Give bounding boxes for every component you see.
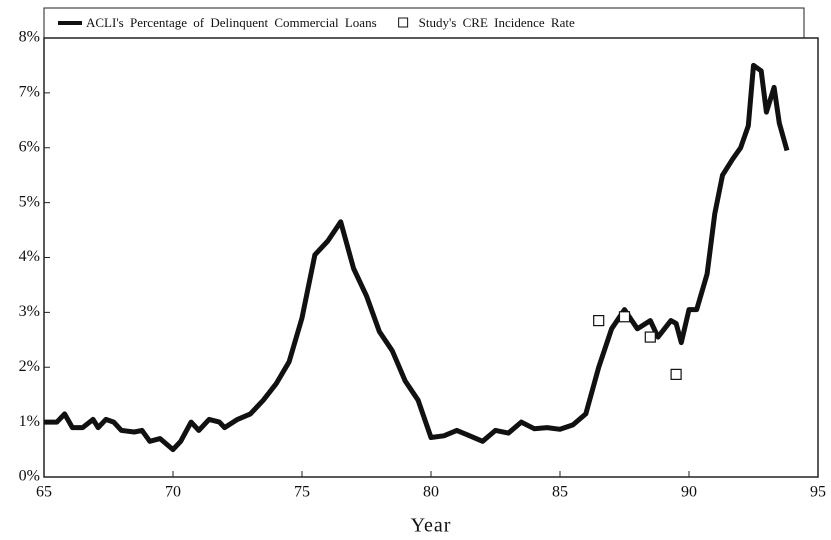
x-tick-label: 65 [36, 484, 52, 501]
data-point [618, 311, 631, 323]
x-tick-label: 70 [165, 484, 181, 501]
y-tick-label: 0% [19, 468, 40, 485]
data-point [644, 331, 656, 343]
legend-swatch [398, 17, 409, 28]
x-tick-label: 85 [552, 484, 568, 501]
plot-frame [43, 37, 819, 478]
x-tick-label: 95 [810, 484, 826, 501]
y-tick-label: 2% [19, 358, 40, 375]
data-point [593, 315, 605, 327]
legend-label: Study's CRE Incidence Rate [419, 15, 575, 30]
x-tick-label: 75 [294, 484, 310, 501]
y-tick-label: 3% [19, 303, 40, 320]
y-tick-label: 1% [19, 413, 40, 430]
y-tick-label: 8% [19, 29, 40, 46]
legend-label: ACLI's Percentage of Delinquent Commerci… [86, 15, 377, 30]
x-tick-label: 80 [423, 484, 439, 501]
y-tick-label: 4% [19, 248, 40, 265]
y-tick-label: 7% [19, 84, 40, 101]
y-tick-label: 6% [19, 138, 40, 155]
y-tick-label: 5% [19, 193, 40, 210]
data-point [670, 368, 682, 380]
x-axis-title: Year [411, 515, 452, 537]
x-tick-label: 90 [681, 484, 697, 501]
data-line [44, 62, 790, 453]
